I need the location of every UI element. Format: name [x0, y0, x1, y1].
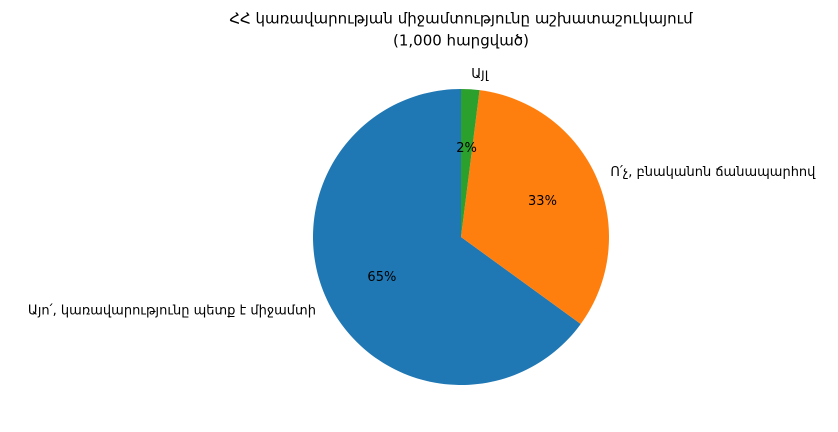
- pct-label: 33%: [528, 194, 557, 209]
- chart-subtitle: (1,000 հարցված): [393, 32, 529, 50]
- slice-label: Այո՛, կառավարությունը պետք է միջամտի: [28, 303, 316, 318]
- pie-slice: [461, 90, 609, 324]
- pie-slice: [461, 89, 480, 237]
- slice-label: Ո՛չ, բնականոն ճանապարհով: [610, 165, 816, 180]
- slice-label: Այլ: [471, 67, 488, 82]
- pie-slice: [313, 89, 581, 386]
- chart-title: ՀՀ կառավարության միջամտությունը աշխատաշո…: [229, 10, 693, 28]
- pct-label: 65%: [367, 270, 396, 285]
- pct-label: 2%: [456, 141, 477, 156]
